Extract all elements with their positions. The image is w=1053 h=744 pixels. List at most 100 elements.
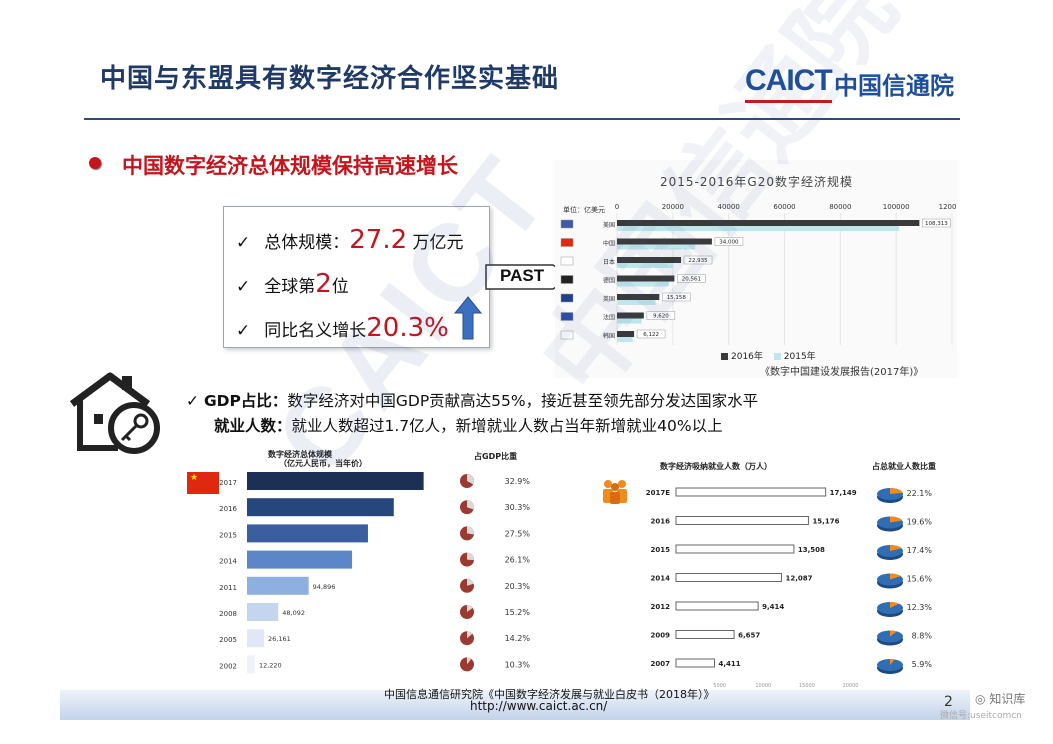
gdp-share-header: 占GDP比重 (474, 452, 518, 461)
g20-value-label: 15,158 (667, 295, 687, 301)
g20-bar-2016 (617, 294, 660, 300)
caict-logo-cn: 中国信通院 (834, 72, 954, 100)
g20-bar-2015 (617, 226, 899, 231)
check-icon: ✓ (186, 392, 199, 410)
employment-share-label: 15.6% (907, 575, 933, 584)
employment-bar (675, 487, 827, 497)
scale-bar (247, 498, 394, 517)
employment-label: 就业人数： (214, 417, 292, 435)
employment-text: 就业人数超过1.7亿人，新增就业人数占当年新增就业40%以上 (291, 417, 723, 435)
g20-bar-2016 (617, 331, 635, 337)
employment-share-pie-slice (890, 573, 901, 580)
g20-value-box (683, 255, 713, 265)
g20-x-tick: 100000 (883, 203, 910, 211)
up-arrow-icon (453, 296, 483, 340)
g20-flag-icon (560, 219, 574, 229)
g20-category-label: 美国 (603, 221, 615, 229)
scale-year-label: 2014 (219, 558, 237, 566)
scale-year-label: 2011 (219, 584, 237, 592)
section-subtitle: 中国数字经济总体规模保持高速增长 (122, 154, 458, 178)
g20-bar-2015 (617, 300, 656, 305)
employment-x-tick: 20000 (843, 683, 859, 689)
g20-bar-2016 (617, 275, 675, 282)
g20-value-label: 34,000 (719, 240, 739, 246)
g20-bar-2015 (617, 263, 673, 268)
gdp-share-pie-slice (467, 578, 474, 586)
fact-rank: ✓ 全球第2位 (236, 269, 349, 299)
gdp-share-label: 14.2% (505, 634, 531, 643)
employment-share-label: 17.4% (907, 546, 933, 555)
g20-flag-icon (560, 312, 574, 321)
wechat-id: 微信号:useitcomcn (940, 711, 1022, 721)
employment-share-pie-slice (890, 630, 897, 637)
g20-legend: 2016年 2015年 (713, 349, 816, 362)
g20-unit-label: 单位：亿美元 (563, 206, 605, 214)
g20-bar-2015 (617, 318, 642, 324)
g20-flag-icon (560, 275, 574, 284)
fact-rank-suffix: 位 (331, 277, 349, 297)
g20-bar-2016 (617, 257, 682, 263)
gdp-share-pie-slice (467, 552, 474, 561)
scale-year-label: 2017 (219, 479, 237, 487)
gdp-share-label: 27.5% (505, 529, 531, 538)
g20-flag-icon (560, 330, 574, 340)
fact-scale-unit: 万亿元 (412, 233, 464, 253)
employment-x-tick: 10000 (755, 683, 771, 689)
employment-share-pie-slice (890, 602, 900, 608)
employment-line: 就业人数：就业人数超过1.7亿人，新增就业人数占当年新增就业40%以上 (214, 414, 723, 436)
gdp-share-label: 10.3% (505, 660, 531, 669)
employment-share-pie-slice (890, 659, 895, 665)
g20-chart-title: 2015-2016年G20数字经济规模 (660, 175, 853, 189)
fact-growth-value: 20.3% (366, 313, 449, 343)
scale-value-label: 186,101 (372, 530, 399, 538)
employment-bar (675, 544, 795, 554)
scale-value-label: 225,823 (398, 504, 425, 512)
g20-flag-icon (560, 293, 574, 303)
g20-x-tick: 40000 (718, 203, 740, 211)
g20-value-label: 9,620 (653, 314, 669, 320)
employment-share-label: 12.3% (907, 603, 933, 612)
employment-bar (675, 516, 809, 525)
page-number: 2 (944, 694, 953, 710)
scale-bar (247, 629, 265, 648)
g20-category-label: 英国 (603, 295, 615, 303)
gdp-share-pie-slice (467, 657, 472, 665)
gdp-share-line: ✓ GDP占比：数字经济对中国GDP贡献高达55%，接近甚至领先部分发达国家水平 (186, 389, 758, 411)
g20-value-box (714, 237, 744, 246)
scale-bar (247, 576, 309, 595)
employment-value-label: 17,149 (830, 489, 857, 497)
g20-bar-2015 (617, 244, 696, 250)
employment-year-label: 2009 (651, 632, 671, 640)
g20-category-label: 法国 (603, 314, 615, 322)
employment-share-pie-slice (890, 488, 903, 494)
gdp-share-pie-slice (467, 605, 473, 612)
g20-x-tick: 20000 (662, 203, 684, 211)
scale-bar (247, 472, 424, 490)
employment-year-label: 2015 (651, 546, 671, 554)
employment-share-pie-slice (890, 516, 903, 523)
fact-scale-label: 总体规模： (264, 233, 350, 253)
scale-bar (247, 655, 255, 674)
employment-bar (675, 658, 715, 668)
house-key-icon (69, 372, 160, 454)
gdp-share-label: 32.9% (505, 477, 531, 486)
employment-chart: 2017E 17,149 22.1% 2016 15,176 19.6% 2015 13,50… (646, 487, 933, 689)
employment-year-label: 2012 (651, 603, 671, 611)
footer-url[interactable]: http://www.caict.ac.cn/ (470, 699, 608, 713)
scale-year-label: 2016 (219, 505, 237, 513)
employment-x-tick: 15000 (799, 683, 815, 689)
logo-en-text: CAICT (745, 64, 833, 97)
past-label: PAST (500, 266, 545, 285)
employment-value-label: 4,411 (718, 660, 740, 668)
scale-value-label: 271,737 (428, 478, 455, 486)
scale-value-label: 161,640 (356, 557, 383, 565)
wechat-brand-text: 知识库 (989, 692, 1026, 706)
legend-swatch-2015 (773, 353, 781, 360)
check-icon: ✓ (236, 277, 251, 297)
employment-year-label: 2007 (651, 660, 671, 668)
footer-band (60, 690, 970, 720)
employment-value-label: 9,414 (762, 603, 784, 611)
gdp-share-pie-slice (467, 500, 475, 510)
employment-year-label: 2014 (651, 575, 671, 583)
scale-year-label: 2005 (219, 636, 237, 644)
